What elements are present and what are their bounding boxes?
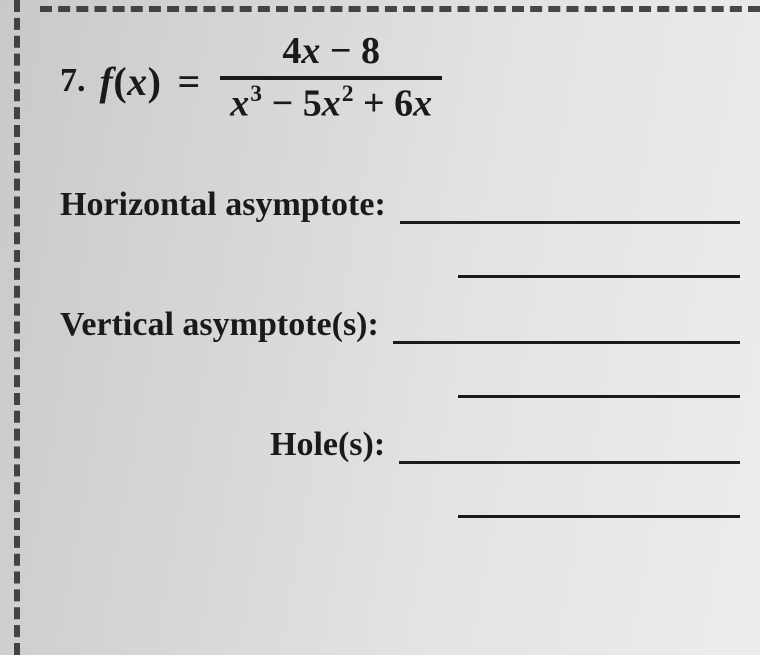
fraction-bar xyxy=(220,76,442,80)
horizontal-asymptote-row: Horizontal asymptote: xyxy=(60,186,740,224)
horizontal-asymptote-blank-1[interactable] xyxy=(400,190,740,224)
holes-blank-2[interactable] xyxy=(458,484,740,518)
vertical-asymptote-row-2 xyxy=(60,364,740,398)
problem-equation-row: 7. f(x) = 4x − 8 x3 − 5x2 + 6x xyxy=(60,30,740,126)
vertical-asymptote-row: Vertical asymptote(s): xyxy=(60,306,740,344)
vertical-asymptote-label: Vertical asymptote(s): xyxy=(60,306,387,344)
holes-label: Hole(s): xyxy=(270,426,393,464)
holes-row: Hole(s): xyxy=(60,426,740,464)
vertical-asymptote-blank-1[interactable] xyxy=(393,310,740,344)
page-top-dashed-border xyxy=(40,6,760,12)
function-name: f xyxy=(100,59,114,104)
rational-fraction: 4x − 8 x3 − 5x2 + 6x xyxy=(220,30,442,126)
page-left-dashed-border xyxy=(14,0,20,655)
horizontal-asymptote-row-2 xyxy=(60,244,740,278)
open-paren: ( xyxy=(113,59,127,104)
holes-row-2 xyxy=(60,484,740,518)
vertical-asymptote-blank-2[interactable] xyxy=(458,364,740,398)
function-lhs: f(x) xyxy=(100,58,162,105)
equals-sign: = xyxy=(177,58,200,105)
fraction-denominator: x3 − 5x2 + 6x xyxy=(220,82,442,126)
horizontal-asymptote-label: Horizontal asymptote: xyxy=(60,186,394,224)
function-arg: x xyxy=(127,59,148,104)
fraction-numerator: 4x − 8 xyxy=(272,30,390,74)
problem-number: 7. xyxy=(60,62,86,100)
worksheet-content: 7. f(x) = 4x − 8 x3 − 5x2 + 6x Horizonta… xyxy=(60,30,740,546)
horizontal-asymptote-blank-2[interactable] xyxy=(458,244,740,278)
holes-blank-1[interactable] xyxy=(399,430,740,464)
close-paren: ) xyxy=(148,59,162,104)
